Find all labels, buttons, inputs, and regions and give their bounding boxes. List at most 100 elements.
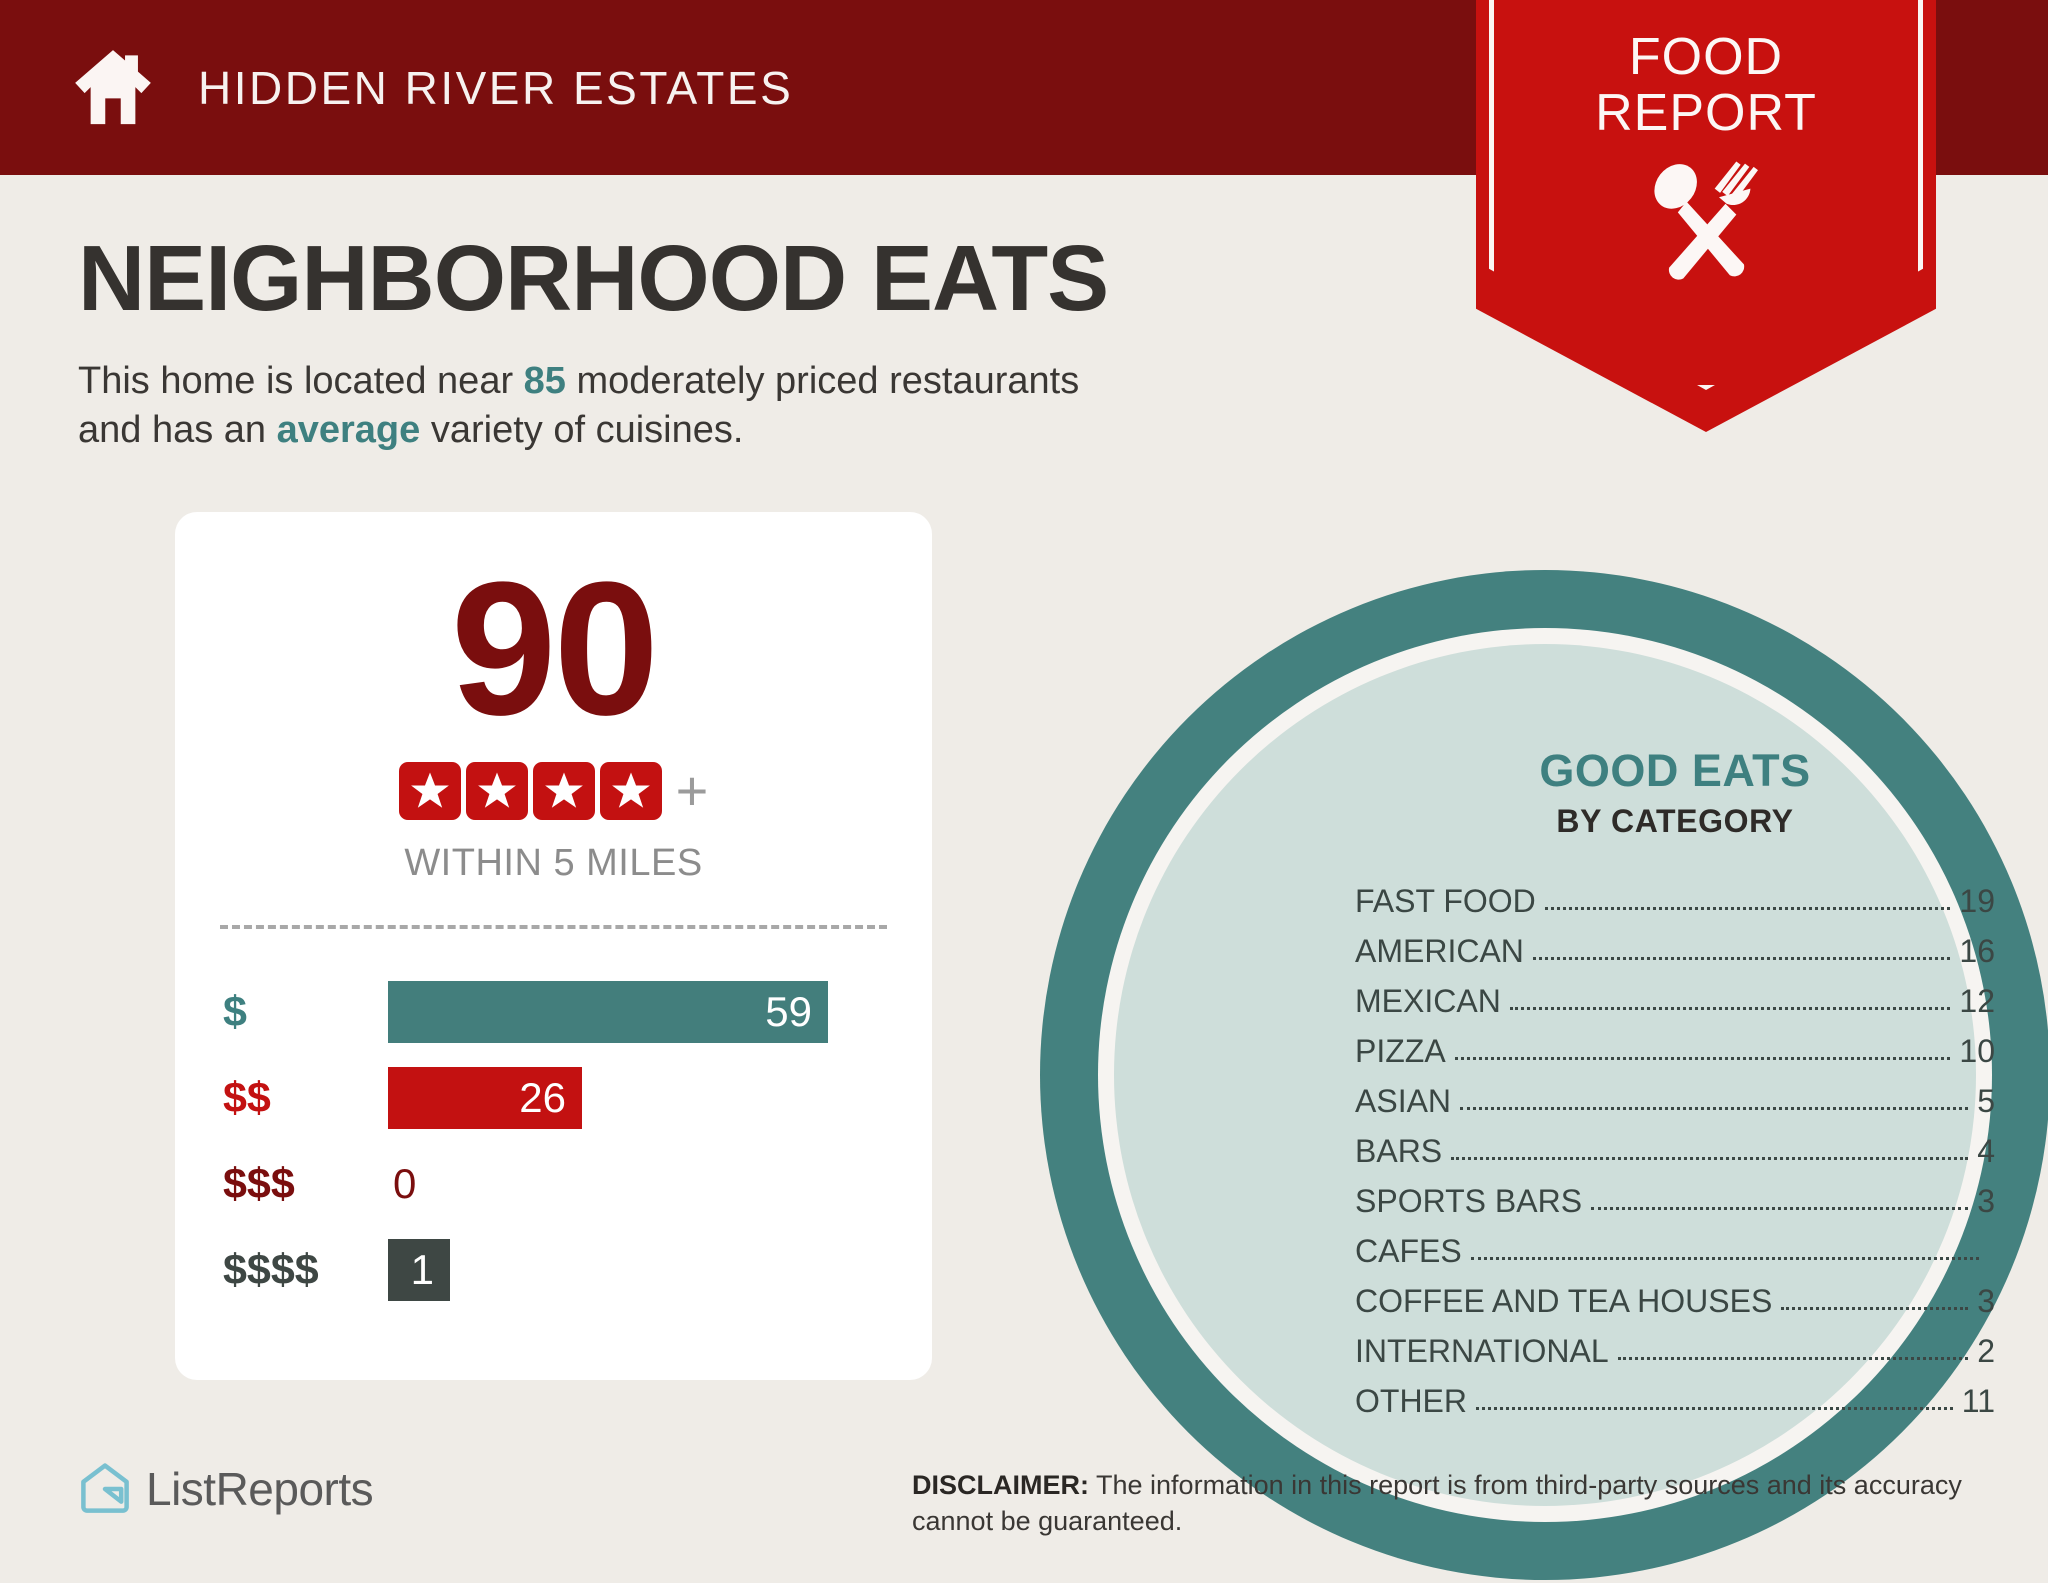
price-tier-label: $$$$ xyxy=(223,1245,319,1294)
radius-label: WITHIN 5 MILES xyxy=(404,842,703,884)
category-count: 4 xyxy=(1977,1133,1995,1169)
category-label: ASIAN xyxy=(1355,1083,1452,1119)
category-label: CAFES xyxy=(1355,1233,1462,1269)
good-eats-title: GOOD EATS xyxy=(1539,745,1811,796)
category-count: 19 xyxy=(1959,883,1995,919)
house-icon xyxy=(75,49,151,124)
category-row: CAFES xyxy=(1355,1226,1995,1276)
category-label: FAST FOOD xyxy=(1355,883,1536,919)
badge-shape: FOOD REPORT xyxy=(1476,0,1936,432)
category-row: ASIAN 5 xyxy=(1355,1076,1995,1126)
disclaimer: DISCLAIMER: The information in this repo… xyxy=(912,1467,2002,1540)
dot-leader xyxy=(1509,1007,1951,1010)
price-tier-label: $$ xyxy=(223,1073,271,1122)
star-icon xyxy=(611,772,650,808)
category-row: OTHER 11 xyxy=(1355,1376,1995,1426)
category-label: SPORTS BARS xyxy=(1355,1183,1583,1219)
price-tier-bar: 1 xyxy=(388,1239,450,1301)
badge-line-2: REPORT xyxy=(1595,83,1817,142)
category-count: 2 xyxy=(1977,1333,1995,1369)
star-tile xyxy=(398,762,461,820)
dot-leader xyxy=(1532,957,1951,960)
dot-leader xyxy=(1476,1407,1953,1410)
good-eats-panel: GOOD EATS BY CATEGORY FAST FOOD 19 AMERICA… xyxy=(1355,745,1995,1426)
good-eats-list: FAST FOOD 19 AMERICAN 16 MEXICAN 12 PIZZA 10 ASI… xyxy=(1355,876,1995,1426)
category-row: FAST FOOD 19 xyxy=(1355,876,1995,926)
category-label: AMERICAN xyxy=(1355,933,1524,969)
dot-leader xyxy=(1781,1307,1969,1310)
price-tier-row: $59 xyxy=(223,969,932,1055)
category-label: INTERNATIONAL xyxy=(1355,1333,1609,1369)
price-tier-row: $$$$ 1 xyxy=(223,1227,932,1313)
page-subtitle: This home is located near 85 moderately … xyxy=(78,357,1108,454)
listreports-logo-text: ListReports xyxy=(146,1463,374,1515)
price-tier-row: $$ 26 xyxy=(223,1055,932,1141)
subtitle-restaurant-count: 85 xyxy=(523,360,566,402)
category-row: AMERICAN 16 xyxy=(1355,926,1995,976)
category-row: INTERNATIONAL 2 xyxy=(1355,1326,1995,1376)
price-tier-track: 1 xyxy=(388,1227,932,1313)
subtitle-variety-level: average xyxy=(276,408,421,451)
category-count: 12 xyxy=(1959,983,1995,1019)
dot-leader xyxy=(1451,1157,1969,1160)
category-row: COFFEE AND TEA HOUSES 3 xyxy=(1355,1276,1995,1326)
star-tile xyxy=(599,762,662,820)
property-name: HIDDEN RIVER ESTATES xyxy=(198,61,794,114)
subtitle-text-2: moderately priced restaurants and has an xyxy=(78,360,1080,451)
dot-leader xyxy=(1470,1257,1979,1260)
category-label: PIZZA xyxy=(1355,1033,1446,1069)
category-row: SPORTS BARS 3 xyxy=(1355,1176,1995,1226)
star-plus-icon: + xyxy=(675,759,709,822)
subtitle-text-3: variety of cuisines. xyxy=(420,408,744,451)
category-count: 16 xyxy=(1959,933,1995,969)
category-label: OTHER xyxy=(1355,1383,1467,1419)
category-count: 5 xyxy=(1977,1083,1995,1119)
dot-leader xyxy=(1544,907,1951,910)
category-row: PIZZA 10 xyxy=(1355,1026,1995,1076)
price-tier-label: $$$ xyxy=(223,1159,295,1208)
card-divider xyxy=(220,925,887,929)
category-count: 11 xyxy=(1961,1383,1995,1419)
title-block: NEIGHBORHOOD EATS This home is located n… xyxy=(78,226,1109,454)
dot-leader xyxy=(1617,1357,1969,1360)
price-tier-value: 59 xyxy=(765,988,812,1035)
star-icon xyxy=(477,772,516,808)
price-tier-track: 0 xyxy=(388,1141,932,1227)
dot-leader xyxy=(1591,1207,1969,1210)
star-tile xyxy=(465,762,528,820)
food-report-badge: FOOD REPORT xyxy=(1476,0,1936,432)
category-label: BARS xyxy=(1355,1133,1443,1169)
category-count: 3 xyxy=(1977,1283,1995,1319)
food-score: 90 xyxy=(450,543,659,755)
category-count: 3 xyxy=(1977,1183,1995,1219)
dot-leader xyxy=(1460,1107,1969,1110)
subtitle-text-1: This home is located near xyxy=(78,360,524,402)
category-label: MEXICAN xyxy=(1355,983,1501,1019)
disclaimer-text: The information in this report is from t… xyxy=(912,1470,1962,1537)
star-icon xyxy=(544,772,583,808)
price-tier-label: $ xyxy=(223,987,247,1036)
category-count: 10 xyxy=(1959,1033,1995,1069)
listreports-logo[interactable]: ListReports xyxy=(78,1462,374,1516)
star-tile xyxy=(532,762,595,820)
circle-inner-fill xyxy=(1114,644,1976,1506)
price-tier-row: $$$ 0 xyxy=(223,1141,932,1227)
badge-line-1: FOOD xyxy=(1628,28,1784,86)
decorative-circle xyxy=(1040,570,2048,1580)
price-tier-value: 26 xyxy=(519,1074,566,1121)
listreports-house-icon xyxy=(81,1463,129,1513)
category-label: COFFEE AND TEA HOUSES xyxy=(1355,1283,1773,1319)
price-tier-track: 59 xyxy=(388,969,932,1055)
badge-inner-border xyxy=(1489,0,1923,390)
dot-leader xyxy=(1454,1057,1951,1060)
price-tier-track: 26 xyxy=(388,1055,932,1141)
star-rating: + xyxy=(175,762,932,820)
star-icon xyxy=(410,772,449,808)
price-tier-bar: 26 xyxy=(388,1067,582,1129)
page-title: NEIGHBORHOOD EATS xyxy=(78,226,1109,330)
disclaimer-label: DISCLAIMER: xyxy=(912,1470,1089,1500)
price-tier-value: 1 xyxy=(410,1246,434,1293)
category-row: BARS 4 xyxy=(1355,1126,1995,1176)
badge-text: FOOD REPORT xyxy=(1476,28,1936,142)
category-row: MEXICAN 12 xyxy=(1355,976,1995,1026)
